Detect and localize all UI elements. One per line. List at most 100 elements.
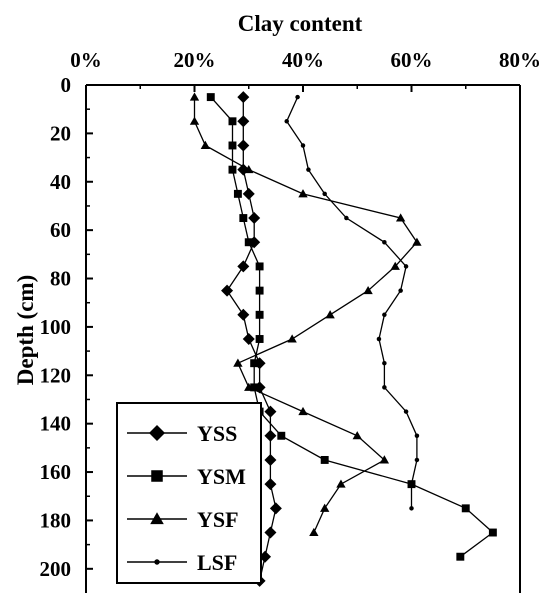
data-point <box>456 552 465 561</box>
data-point <box>255 310 264 319</box>
axes: 0% 20% 40% 60% 80% 0 20 40 60 80 100 120 140 160 180 20… <box>40 48 542 581</box>
legend-item-ysm: YSM <box>127 464 246 489</box>
data-point <box>255 335 264 343</box>
x-tick-label: 80% <box>499 48 541 72</box>
data-point <box>237 308 250 321</box>
data-point <box>237 91 250 104</box>
legend-item-lsf: LSF <box>127 550 237 575</box>
data-point <box>320 503 330 512</box>
data-point <box>151 470 163 482</box>
y-tick-label: 120 <box>40 363 72 387</box>
data-point <box>264 453 277 466</box>
legend: YSS YSM YSF LSF <box>116 402 262 584</box>
data-point <box>237 260 250 273</box>
y-tick-label: 20 <box>50 121 71 145</box>
data-point <box>284 119 289 124</box>
x-tick-label: 40% <box>282 48 324 72</box>
data-point <box>298 189 308 198</box>
y-tick-label: 100 <box>40 315 72 339</box>
data-point <box>300 143 306 148</box>
data-point <box>376 336 382 342</box>
y-tick-label: 60 <box>50 218 71 242</box>
data-point <box>242 187 255 200</box>
data-point <box>412 237 422 246</box>
data-point <box>382 239 387 245</box>
x-tick-label: 60% <box>391 48 433 72</box>
data-point <box>250 383 259 392</box>
data-point <box>298 406 308 416</box>
legend-item-ysf: YSF <box>127 507 239 532</box>
y-tick-label: 140 <box>40 412 72 436</box>
data-point <box>206 93 215 102</box>
data-point <box>264 478 277 491</box>
data-point <box>149 425 165 441</box>
data-point <box>382 385 387 390</box>
data-point <box>189 92 200 101</box>
y-axis-title: Depth (cm) <box>13 275 38 386</box>
legend-label: YSM <box>197 464 246 489</box>
x-tick-label: 20% <box>174 48 216 72</box>
data-point <box>287 334 297 343</box>
data-point <box>461 504 470 513</box>
data-point <box>255 286 264 295</box>
series-line <box>285 96 418 509</box>
data-point <box>344 215 349 221</box>
y-tick-label: 40 <box>50 170 71 194</box>
y-tick-label: 180 <box>40 508 72 532</box>
data-point <box>409 506 414 511</box>
data-point <box>379 455 390 464</box>
data-point <box>395 213 406 222</box>
data-point <box>242 333 255 345</box>
series-line <box>210 96 494 558</box>
data-point <box>390 261 400 270</box>
series-lsf <box>284 94 420 511</box>
data-point <box>306 167 311 172</box>
data-point <box>228 141 237 150</box>
data-point <box>233 358 243 367</box>
series-ysf <box>189 92 422 537</box>
data-point <box>244 238 253 247</box>
y-tick-label: 0 <box>61 73 72 97</box>
data-point <box>414 433 420 439</box>
data-point <box>403 409 409 414</box>
legend-item-yss: YSS <box>127 421 237 446</box>
data-point <box>221 284 234 297</box>
data-point <box>382 360 387 366</box>
y-tick-label: 80 <box>50 267 71 291</box>
data-point <box>269 502 282 515</box>
data-point <box>277 431 286 440</box>
data-point <box>237 139 250 152</box>
data-point <box>403 264 409 269</box>
data-point <box>382 312 387 318</box>
data-point <box>322 191 327 197</box>
data-point <box>409 481 414 487</box>
data-point <box>189 116 200 125</box>
data-point <box>237 115 250 128</box>
legend-label: YSF <box>197 507 239 532</box>
data-point <box>259 550 272 563</box>
data-point <box>233 189 242 198</box>
data-point <box>295 94 300 100</box>
data-point <box>239 214 248 223</box>
y-tick-label: 200 <box>40 557 72 581</box>
data-point <box>228 165 237 174</box>
data-point <box>248 212 261 225</box>
data-point <box>398 288 403 293</box>
data-point <box>414 457 420 463</box>
data-point <box>264 405 277 418</box>
data-point <box>264 429 277 442</box>
data-point <box>309 527 319 537</box>
y-tick-label: 160 <box>40 460 72 484</box>
data-point <box>264 526 277 539</box>
data-point <box>228 117 237 126</box>
data-point <box>200 140 211 149</box>
legend-label: LSF <box>197 550 237 575</box>
legend-box <box>116 402 262 584</box>
legend-label: YSS <box>197 421 237 446</box>
data-point <box>255 262 264 271</box>
data-point <box>336 479 346 488</box>
data-point <box>244 382 254 391</box>
data-point <box>244 164 254 174</box>
